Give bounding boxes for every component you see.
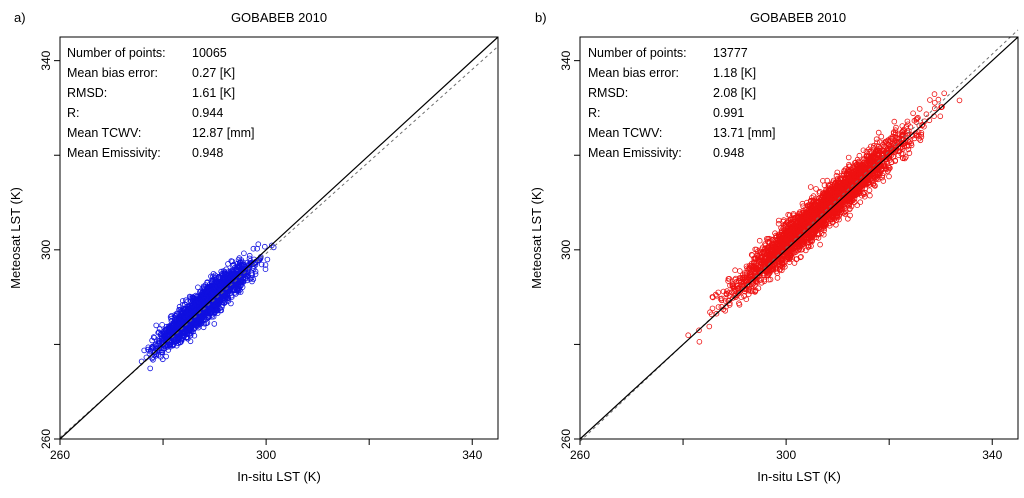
- x-tick-label: 300: [256, 448, 276, 462]
- scatter-point: [156, 337, 163, 344]
- scatter-point: [696, 338, 703, 345]
- stat-label-rmsd: RMSD:: [67, 86, 107, 100]
- scatter-point: [854, 202, 860, 209]
- scatter-point: [270, 244, 277, 251]
- scatter-point: [163, 353, 169, 360]
- scatter-point: [250, 245, 257, 252]
- scatter-points: [138, 241, 277, 372]
- scatter-point: [168, 313, 175, 319]
- scatter-point: [833, 222, 839, 228]
- stat-label-emissivity: Mean Emissivity:: [67, 146, 161, 160]
- scatter-point: [229, 258, 236, 265]
- stat-value-bias: 0.27 [K]: [192, 66, 235, 80]
- scatter-point: [880, 178, 887, 184]
- scatter-point: [241, 250, 247, 257]
- scatter-point: [153, 322, 160, 329]
- scatter-point: [238, 257, 245, 263]
- stat-value-points: 10065: [192, 46, 227, 60]
- scatter-point: [151, 334, 158, 341]
- scatter-point: [246, 252, 253, 259]
- scatter-point: [195, 284, 201, 291]
- scatter-point: [191, 332, 198, 339]
- one-to-one-line: [59, 36, 499, 440]
- scatter-point: [262, 262, 269, 268]
- panel-label: b): [535, 10, 547, 25]
- scatter-point: [916, 106, 923, 112]
- scatter-point: [149, 355, 155, 362]
- x-tick-label: 340: [462, 448, 482, 462]
- scatter-point: [860, 147, 867, 154]
- scatter-point: [146, 350, 153, 357]
- scatter-point: [141, 347, 148, 354]
- scatter-point: [183, 334, 190, 341]
- x-axis-ticks: 260 300 340: [50, 439, 483, 462]
- x-tick-label: 260: [50, 448, 70, 462]
- scatter-point: [886, 173, 892, 180]
- panel-label: a): [14, 10, 26, 25]
- scatter-point: [247, 276, 254, 282]
- y-axis-ticks: 260 300 340: [39, 50, 60, 449]
- scatter-point: [867, 192, 873, 199]
- scatter-point: [156, 326, 163, 332]
- scatter-point: [845, 154, 852, 161]
- stat-value-r: 0.944: [192, 106, 223, 120]
- scatter-point: [161, 345, 168, 352]
- scatter-point: [159, 321, 165, 328]
- scatter-point: [147, 365, 154, 372]
- scatter-panel-a: a) GOBABEB 2010 260 300 340 260 300 340 In-s…: [8, 10, 499, 484]
- scatter-point: [211, 321, 218, 327]
- stat-label-r: R:: [67, 106, 80, 120]
- scatter-point: [910, 110, 916, 117]
- chart-title: GOBABEB 2010: [231, 10, 327, 25]
- stat-label-tcwv: Mean TCWV:: [67, 126, 141, 140]
- stat-value-emissivity: 0.948: [192, 146, 223, 160]
- scatter-point: [261, 243, 268, 250]
- scatter-point: [264, 256, 271, 263]
- stat-value-rmsd: 1.61 [K]: [192, 86, 235, 100]
- scatter-point: [706, 323, 713, 330]
- scatter-point: [262, 266, 269, 273]
- y-tick-label: 260: [39, 429, 53, 449]
- stat-label-points: Number of points:: [67, 46, 166, 60]
- x-axis-label: In-situ LST (K): [237, 469, 321, 484]
- scatter-point: [857, 199, 864, 206]
- scatter-point: [170, 342, 176, 349]
- scatter-point: [252, 271, 259, 277]
- scatter-point: [255, 241, 262, 248]
- scatter-point: [230, 261, 237, 268]
- scatter-point: [891, 118, 898, 125]
- scatter-point: [807, 184, 814, 190]
- y-tick-label: 340: [39, 50, 53, 70]
- stat-label-bias: Mean bias error:: [67, 66, 158, 80]
- y-axis-label: Meteosat LST (K): [8, 187, 23, 289]
- chart-title: GOBABEB 2010: [750, 10, 846, 25]
- scatter-point: [233, 291, 239, 297]
- scatter-point: [775, 217, 782, 224]
- y-tick-label: 300: [39, 239, 53, 259]
- scatter-point: [258, 261, 265, 268]
- stat-value-tcwv: 12.87 [mm]: [192, 126, 255, 140]
- scatter-point: [931, 91, 938, 97]
- scatter-point: [225, 261, 231, 267]
- scatter-point: [218, 268, 225, 275]
- statistics-box: Number of points: 10065 Mean bias error:…: [67, 46, 255, 160]
- scatter-point: [150, 334, 157, 340]
- scatter-point: [210, 270, 217, 277]
- scatter-point: [834, 169, 841, 176]
- scatter-point: [150, 356, 156, 363]
- scatter-point: [756, 237, 763, 244]
- scatter-point: [937, 113, 944, 120]
